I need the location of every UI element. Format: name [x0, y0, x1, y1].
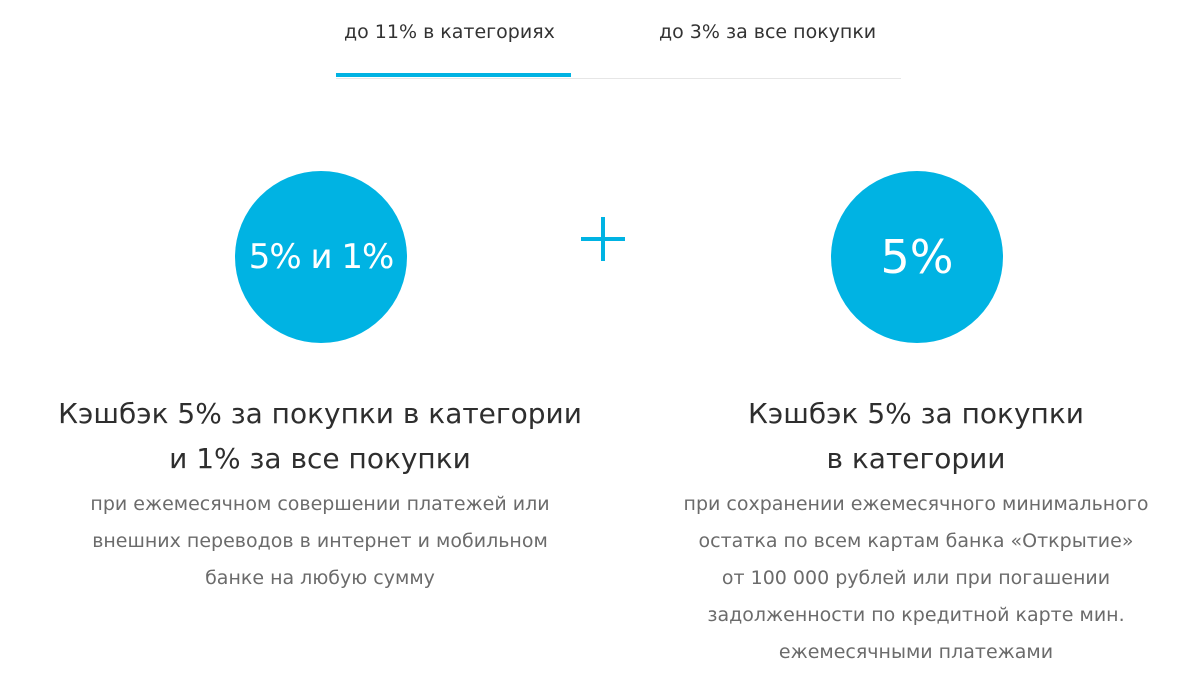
heading-right: Кэшбэк 5% за покупки в категории — [616, 391, 1200, 481]
description-right-line: от 100 000 рублей или при погашении — [721, 567, 1111, 589]
cashback-circle-right: 5% — [831, 171, 1003, 343]
heading-left-line: Кэшбэк 5% за покупки в категории — [58, 397, 582, 430]
heading-right-line: в категории — [826, 442, 1006, 475]
circle-right-text: 5% — [880, 230, 954, 284]
description-right-line: при сохранении ежемесячного минимального — [683, 493, 1149, 515]
active-tab-indicator — [336, 73, 571, 77]
description-left: при ежемесячном совершении платежей или … — [20, 486, 620, 597]
description-left-line: внешних переводов в интернет и мобильном — [92, 530, 548, 552]
tab-all-purchases[interactable]: до 3% за все покупки — [659, 21, 877, 43]
description-right-line: остатка по всем картам банка «Открытие» — [698, 530, 1134, 552]
plus-icon — [581, 217, 625, 261]
cashback-tabs: до 11% в категориях до 3% за все покупки — [336, 0, 901, 79]
description-right: при сохранении ежемесячного минимального… — [616, 486, 1200, 671]
heading-right-line: Кэшбэк 5% за покупки — [748, 397, 1084, 430]
description-right-line: ежемесячными платежами — [778, 641, 1054, 663]
heading-left: Кэшбэк 5% за покупки в категории и 1% за… — [30, 391, 610, 481]
description-right-line: задолженности по кредитной карте мин. — [707, 604, 1125, 626]
description-left-line: при ежемесячном совершении платежей или — [90, 493, 550, 515]
cashback-circle-left: 5% и 1% — [235, 171, 407, 343]
circle-left-text: 5% и 1% — [248, 237, 395, 277]
heading-left-line: и 1% за все покупки — [169, 442, 471, 475]
tab-categories[interactable]: до 11% в категориях — [344, 21, 555, 43]
description-left-line: банке на любую сумму — [205, 567, 435, 589]
